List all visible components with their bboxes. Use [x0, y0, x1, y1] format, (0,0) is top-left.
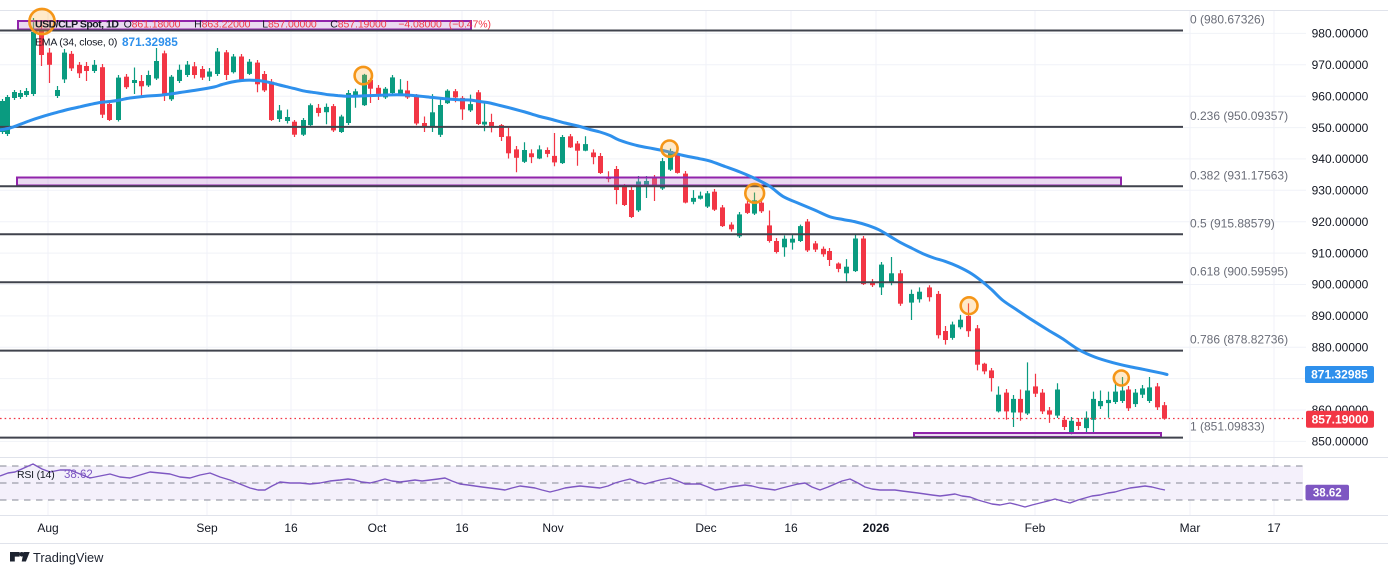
svg-text:Aug: Aug: [37, 521, 58, 535]
svg-text:1 (851.09833): 1 (851.09833): [1190, 420, 1265, 434]
svg-text:16: 16: [784, 521, 798, 535]
svg-text:TradingView: TradingView: [33, 550, 104, 565]
svg-text:38.62: 38.62: [1313, 488, 1342, 500]
svg-text:0.382 (931.17563): 0.382 (931.17563): [1190, 168, 1288, 182]
svg-text:880.00000: 880.00000: [1312, 340, 1369, 354]
svg-text:871.32985: 871.32985: [122, 35, 178, 49]
svg-text:0.236 (950.09357): 0.236 (950.09357): [1190, 109, 1288, 123]
svg-text:(−0.47%): (−0.47%): [449, 19, 491, 31]
svg-text:−4.08000: −4.08000: [398, 19, 442, 31]
svg-text:Nov: Nov: [542, 521, 563, 535]
svg-text:0 (980.67326): 0 (980.67326): [1190, 13, 1265, 27]
svg-text:871.32985: 871.32985: [1311, 368, 1368, 382]
svg-text:0.618 (900.59595): 0.618 (900.59595): [1190, 264, 1288, 278]
svg-text:16: 16: [455, 521, 469, 535]
svg-text:930.00000: 930.00000: [1312, 184, 1369, 198]
svg-text:857.19000: 857.19000: [1312, 413, 1369, 427]
svg-text:Feb: Feb: [1025, 521, 1046, 535]
svg-text:C857.19000: C857.19000: [330, 19, 386, 31]
svg-text:850.00000: 850.00000: [1312, 435, 1369, 449]
svg-text:Dec: Dec: [695, 521, 716, 535]
svg-text:890.00000: 890.00000: [1312, 309, 1369, 323]
svg-text:16: 16: [284, 521, 298, 535]
svg-text:0.5 (915.88579): 0.5 (915.88579): [1190, 216, 1275, 230]
svg-text:940.00000: 940.00000: [1312, 152, 1369, 166]
svg-text:H863.22000: H863.22000: [194, 19, 250, 31]
svg-text:Mar: Mar: [1180, 521, 1201, 535]
svg-text:Oct: Oct: [368, 521, 387, 535]
svg-text:38.62: 38.62: [64, 469, 93, 481]
svg-text:L857.00000: L857.00000: [262, 19, 317, 31]
svg-text:900.00000: 900.00000: [1312, 278, 1369, 292]
svg-text:970.00000: 970.00000: [1312, 58, 1369, 72]
svg-text:17: 17: [1267, 521, 1281, 535]
svg-text:910.00000: 910.00000: [1312, 246, 1369, 260]
svg-text:Sep: Sep: [196, 521, 218, 535]
svg-text:960.00000: 960.00000: [1312, 89, 1369, 103]
svg-text:USD/CLP Spot, 1D: USD/CLP Spot, 1D: [35, 19, 119, 31]
svg-text:920.00000: 920.00000: [1312, 215, 1369, 229]
svg-text:RSI (14): RSI (14): [17, 469, 55, 481]
svg-text:0.786 (878.82736): 0.786 (878.82736): [1190, 333, 1288, 347]
svg-text:980.00000: 980.00000: [1312, 27, 1369, 41]
svg-text:950.00000: 950.00000: [1312, 121, 1369, 135]
svg-text:EMA (34, close, 0): EMA (34, close, 0): [35, 37, 117, 49]
svg-text:2026: 2026: [863, 521, 890, 535]
svg-text:O861.18000: O861.18000: [124, 19, 181, 31]
